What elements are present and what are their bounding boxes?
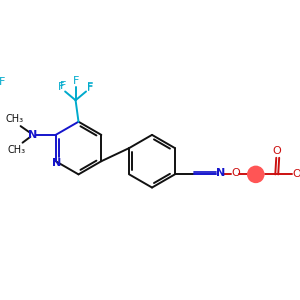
Text: F: F xyxy=(87,82,93,93)
Text: O: O xyxy=(273,146,282,156)
Circle shape xyxy=(247,166,265,183)
Text: F: F xyxy=(0,77,6,87)
Text: N: N xyxy=(52,158,61,168)
Text: O: O xyxy=(292,169,300,179)
Text: O: O xyxy=(231,168,240,178)
Text: CH₃: CH₃ xyxy=(6,114,24,124)
Text: F: F xyxy=(58,82,64,92)
Text: F: F xyxy=(87,82,93,92)
Text: F: F xyxy=(72,76,79,86)
Text: N: N xyxy=(28,130,37,140)
Text: CH₃: CH₃ xyxy=(8,146,26,155)
Text: F: F xyxy=(60,81,66,91)
Text: N: N xyxy=(216,168,225,178)
